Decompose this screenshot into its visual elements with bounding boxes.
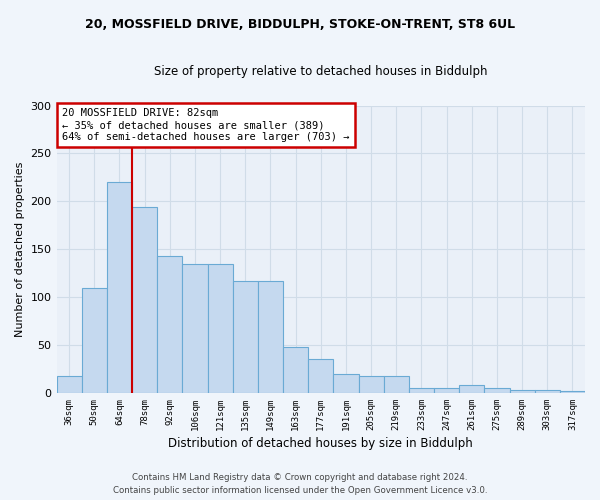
X-axis label: Distribution of detached houses by size in Biddulph: Distribution of detached houses by size … bbox=[169, 437, 473, 450]
Title: Size of property relative to detached houses in Biddulph: Size of property relative to detached ho… bbox=[154, 65, 488, 78]
Bar bbox=[283, 347, 308, 393]
Text: 20, MOSSFIELD DRIVE, BIDDULPH, STOKE-ON-TRENT, ST8 6UL: 20, MOSSFIELD DRIVE, BIDDULPH, STOKE-ON-… bbox=[85, 18, 515, 30]
Bar bbox=[409, 388, 434, 393]
Text: 20 MOSSFIELD DRIVE: 82sqm
← 35% of detached houses are smaller (389)
64% of semi: 20 MOSSFIELD DRIVE: 82sqm ← 35% of detac… bbox=[62, 108, 349, 142]
Bar bbox=[132, 207, 157, 393]
Bar bbox=[157, 256, 182, 393]
Bar bbox=[208, 264, 233, 393]
Bar bbox=[107, 182, 132, 393]
Bar bbox=[560, 391, 585, 393]
Bar bbox=[359, 376, 383, 393]
Text: Contains HM Land Registry data © Crown copyright and database right 2024.
Contai: Contains HM Land Registry data © Crown c… bbox=[113, 474, 487, 495]
Y-axis label: Number of detached properties: Number of detached properties bbox=[15, 162, 25, 337]
Bar bbox=[233, 281, 258, 393]
Bar bbox=[334, 374, 359, 393]
Bar bbox=[459, 386, 484, 393]
Bar bbox=[434, 388, 459, 393]
Bar bbox=[56, 376, 82, 393]
Bar bbox=[182, 264, 208, 393]
Bar bbox=[383, 376, 409, 393]
Bar bbox=[82, 288, 107, 393]
Bar bbox=[308, 360, 334, 393]
Bar bbox=[258, 281, 283, 393]
Bar bbox=[509, 390, 535, 393]
Bar bbox=[484, 388, 509, 393]
Bar bbox=[535, 390, 560, 393]
